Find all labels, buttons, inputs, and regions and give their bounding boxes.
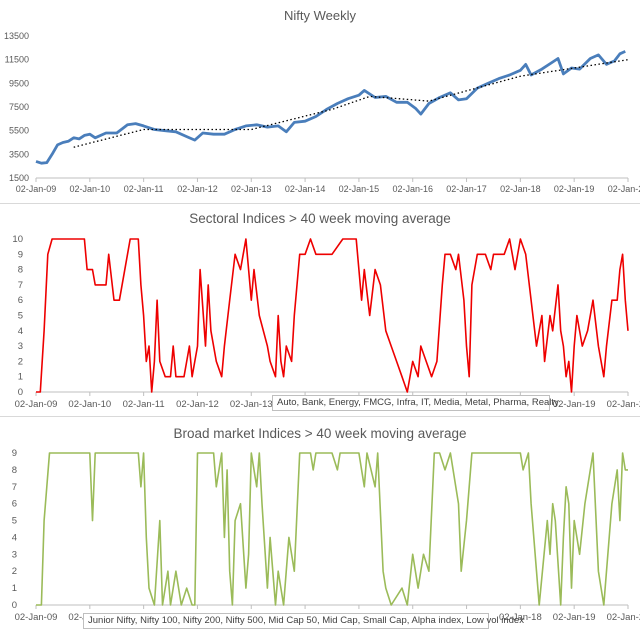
- x-tick-label: 02-Jan-12: [177, 184, 218, 194]
- x-tick-label: 02-Jan-10: [70, 184, 111, 194]
- x-tick-label: 02-Jan-13: [230, 399, 273, 410]
- y-tick-label: 5: [12, 516, 17, 527]
- x-tick-label: 02-Jan-18: [500, 184, 541, 194]
- x-tick-label: 02-Jan-19: [554, 184, 595, 194]
- series-line: [36, 452, 628, 606]
- x-tick-label: 02-Jan-09: [15, 612, 58, 623]
- y-tick-label: 2: [18, 356, 23, 367]
- y-tick-label: 4: [12, 532, 17, 543]
- x-tick-label: 02-Jan-14: [285, 184, 326, 194]
- y-tick-label: 7: [12, 482, 17, 493]
- y-tick-label: 0: [12, 600, 17, 611]
- x-tick-label: 02-Jan-11: [123, 399, 165, 410]
- x-tick-label: 02-Jan-09: [16, 184, 57, 194]
- y-tick-label: 8: [18, 265, 23, 276]
- x-tick-label: 02-Jan-13: [231, 184, 272, 194]
- y-tick-label: 5500: [9, 126, 29, 136]
- x-tick-label: 02-Jan-19: [553, 612, 596, 623]
- y-tick-label: 6: [12, 499, 17, 510]
- nifty-weekly-chart: 1500 3500 5500 7500 9500 11500 13500 02-Jan-09 0…: [4, 31, 640, 194]
- x-tick-label: 02-Jan-20: [607, 399, 640, 410]
- x-tick-label: 02-Jan-09: [15, 399, 58, 410]
- broad-market-chart: 012345678902-Jan-0902-Jan-1002-Jan-1802-…: [12, 448, 640, 623]
- y-tick-label: 8: [12, 465, 17, 476]
- y-tick-label: 9: [12, 448, 17, 459]
- x-tick-label: 02-Jan-15: [339, 184, 380, 194]
- x-tick-label: 02-Jan-16: [392, 184, 433, 194]
- y-tick-label: 1: [18, 372, 23, 383]
- y-tick-label: 9: [18, 249, 23, 260]
- chart-title: Sectoral Indices > 40 week moving averag…: [189, 211, 451, 226]
- y-tick-label: 1: [12, 583, 17, 594]
- y-tick-label: 6: [18, 295, 23, 306]
- y-tick-label: 2: [12, 566, 17, 577]
- series-line: [35, 50, 626, 165]
- x-tick-label: 02-Jan-11: [124, 184, 164, 194]
- x-tick-label: 02-Jan-19: [553, 399, 596, 410]
- y-tick-label: 0: [18, 387, 23, 398]
- y-tick-label: 3500: [9, 149, 29, 159]
- y-tick-label: 3: [18, 341, 23, 352]
- panel-divider: [0, 416, 640, 417]
- y-tick-label: 11500: [5, 55, 29, 65]
- y-tick-label: 9500: [9, 78, 29, 88]
- nifty-weekly-panel: Nifty Weekly 1500 3500 5500 7500 9500 11500 13…: [0, 0, 640, 199]
- sectoral-chart: 0 1 2 3 4 5 6 7 8 9 10 02-Jan-09 02-Jan-10 02-Jan-11 0…: [12, 234, 640, 410]
- x-tick-label: 02-Jan-10: [68, 399, 111, 410]
- trend-line: [73, 59, 629, 148]
- y-tick-label: 3: [12, 549, 17, 560]
- broad-market-panel: Broad market Indices > 40 week moving av…: [0, 418, 640, 632]
- y-tick-label: 1500: [9, 173, 29, 183]
- y-tick-label: 13500: [4, 31, 29, 41]
- y-tick-label: 10: [12, 234, 23, 245]
- y-tick-label: 5: [18, 311, 23, 322]
- y-tick-label: 7: [18, 280, 23, 291]
- x-tick-label: 02-Jan-18: [499, 612, 542, 623]
- chart-title: Nifty Weekly: [284, 8, 356, 23]
- broad-market-index-list: Junior Nifty, Nifty 100, Nifty 200, Nift…: [83, 613, 524, 629]
- series-line: [36, 238, 629, 393]
- y-tick-label: 7500: [9, 102, 29, 112]
- chart-title: Broad market Indices > 40 week moving av…: [173, 426, 467, 441]
- x-tick-label: 02-Jan-20: [607, 612, 640, 623]
- x-tick-label: 02-Jan-17: [446, 184, 487, 194]
- y-tick-label: 4: [18, 326, 23, 337]
- x-tick-label: 02-Jan-20: [608, 184, 640, 194]
- sectoral-index-list: Auto, Bank, Energy, FMCG, Infra, IT, Med…: [272, 395, 559, 411]
- panel-divider: [0, 203, 640, 204]
- x-tick-label: 02-Jan-12: [176, 399, 219, 410]
- sectoral-panel: Sectoral Indices > 40 week moving averag…: [0, 205, 640, 413]
